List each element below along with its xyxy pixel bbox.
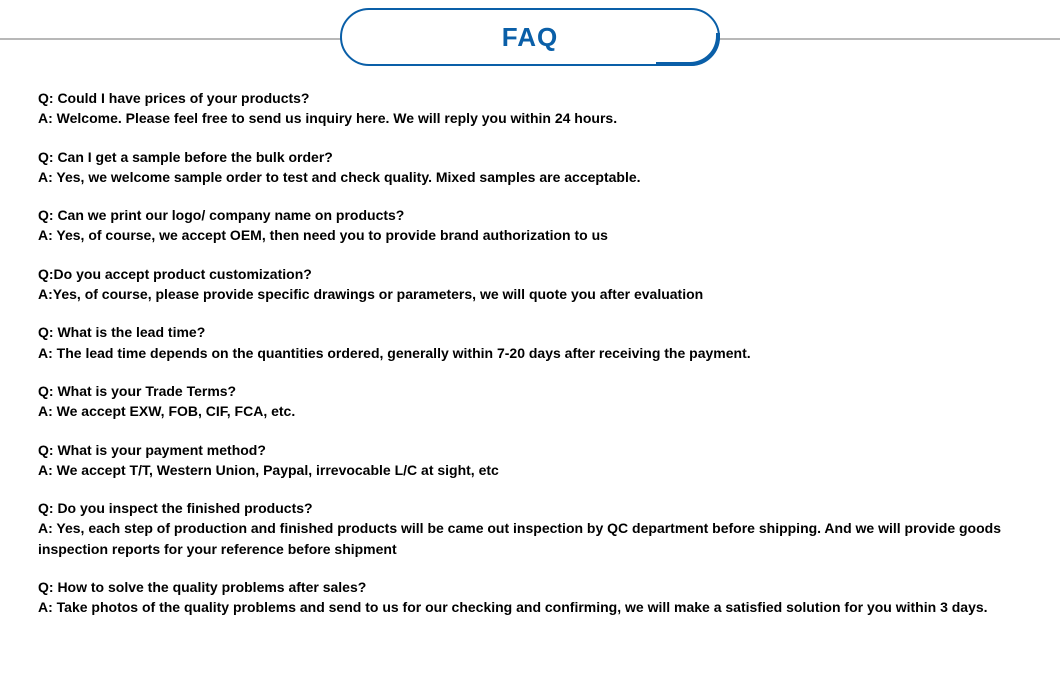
faq-item: Q:Do you accept product customization? A… <box>38 264 1022 305</box>
faq-question: Q: Do you inspect the finished products? <box>38 498 1022 518</box>
faq-answer: A: We accept EXW, FOB, CIF, FCA, etc. <box>38 401 1022 421</box>
faq-item: Q: Could I have prices of your products?… <box>38 88 1022 129</box>
faq-title: FAQ <box>502 22 558 53</box>
faq-answer: A: Yes, each step of production and fini… <box>38 518 1022 559</box>
faq-item: Q: Can I get a sample before the bulk or… <box>38 147 1022 188</box>
faq-question: Q: What is your payment method? <box>38 440 1022 460</box>
faq-answer: A: Take photos of the quality problems a… <box>38 597 1022 617</box>
faq-title-badge: FAQ <box>340 8 720 66</box>
faq-question: Q: Could I have prices of your products? <box>38 88 1022 108</box>
faq-answer: A: Yes, of course, we accept OEM, then n… <box>38 225 1022 245</box>
faq-item: Q: How to solve the quality problems aft… <box>38 577 1022 618</box>
faq-question: Q: How to solve the quality problems aft… <box>38 577 1022 597</box>
faq-content: Q: Could I have prices of your products?… <box>38 88 1022 636</box>
faq-item: Q: Can we print our logo/ company name o… <box>38 205 1022 246</box>
faq-question: Q: Can we print our logo/ company name o… <box>38 205 1022 225</box>
faq-answer: A: Yes, we welcome sample order to test … <box>38 167 1022 187</box>
faq-question: Q: What is your Trade Terms? <box>38 381 1022 401</box>
faq-question: Q:Do you accept product customization? <box>38 264 1022 284</box>
faq-question: Q: Can I get a sample before the bulk or… <box>38 147 1022 167</box>
faq-item: Q: Do you inspect the finished products?… <box>38 498 1022 559</box>
faq-item: Q: What is your payment method? A: We ac… <box>38 440 1022 481</box>
faq-answer: A: Welcome. Please feel free to send us … <box>38 108 1022 128</box>
faq-question: Q: What is the lead time? <box>38 322 1022 342</box>
faq-answer: A: The lead time depends on the quantiti… <box>38 343 1022 363</box>
faq-item: Q: What is your Trade Terms? A: We accep… <box>38 381 1022 422</box>
faq-answer: A:Yes, of course, please provide specifi… <box>38 284 1022 304</box>
faq-answer: A: We accept T/T, Western Union, Paypal,… <box>38 460 1022 480</box>
faq-item: Q: What is the lead time? A: The lead ti… <box>38 322 1022 363</box>
